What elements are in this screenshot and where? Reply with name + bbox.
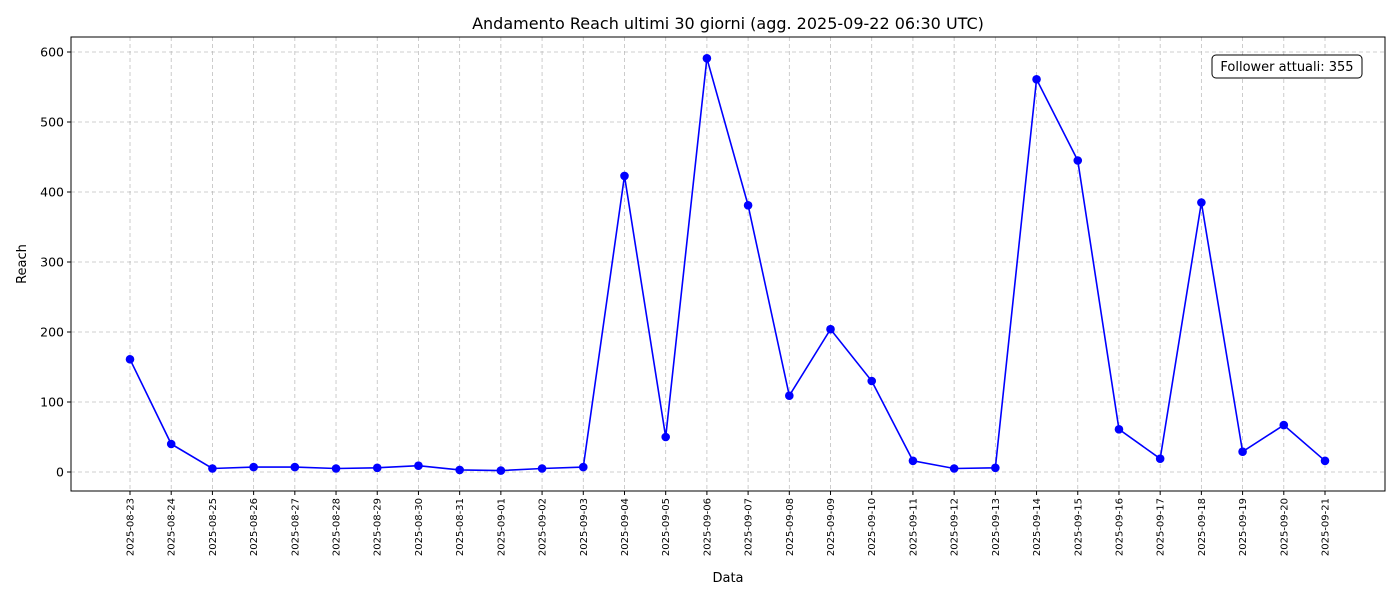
data-point <box>1073 156 1083 165</box>
x-tick-label: 2025-09-03 <box>579 498 590 556</box>
y-tick-label: 500 <box>40 115 64 130</box>
annotation-text: Follower attuali: 355 <box>1220 60 1353 75</box>
data-point <box>578 462 588 472</box>
data-point <box>1114 425 1124 434</box>
x-tick-label: 2025-08-24 <box>167 498 178 556</box>
x-tick-label: 2025-09-08 <box>785 498 796 556</box>
data-point <box>826 324 835 334</box>
data-point <box>414 461 423 471</box>
y-tick-label: 100 <box>40 395 64 410</box>
data-point <box>455 465 464 475</box>
data-point <box>949 464 959 473</box>
data-point <box>537 464 547 473</box>
data-point <box>661 432 670 442</box>
x-tick-label: 2025-09-13 <box>991 498 1002 556</box>
y-tick-label: 0 <box>56 465 64 480</box>
x-tick-label: 2025-09-14 <box>1032 498 1043 556</box>
y-tick-label: 200 <box>40 325 64 340</box>
x-tick-label: 2025-09-19 <box>1238 498 1249 556</box>
x-tick-label: 2025-09-16 <box>1114 498 1125 556</box>
x-axis: 2025-08-23 2025-08-24 2025-08-25 2025-08-26… <box>126 491 1332 556</box>
x-tick-label: 2025-09-01 <box>496 498 507 556</box>
x-tick-label: 2025-09-04 <box>620 498 631 556</box>
data-point <box>1238 447 1247 457</box>
x-tick-label: 2025-09-12 <box>950 498 961 556</box>
plot-frame <box>70 36 1386 492</box>
x-tick-label: 2025-09-11 <box>908 498 919 556</box>
annotation-box <box>1211 54 1363 79</box>
y-tick-label: 400 <box>40 185 64 200</box>
x-tick-label: 2025-09-06 <box>702 498 713 556</box>
data-point <box>249 462 258 472</box>
data-point <box>908 456 918 466</box>
x-tick-label: 2025-08-25 <box>208 498 219 556</box>
x-tick-label: 2025-09-21 <box>1321 498 1332 556</box>
x-tick-label: 2025-09-18 <box>1197 498 1208 556</box>
x-tick-label: 2025-08-27 <box>290 498 301 556</box>
x-tick-label: 2025-08-26 <box>249 498 260 556</box>
x-tick-label: 2025-09-20 <box>1279 498 1290 556</box>
data-point <box>1279 420 1289 430</box>
data-point <box>331 464 341 473</box>
y-tick-label: 600 <box>40 45 64 60</box>
data-point <box>290 462 300 472</box>
x-tick-label: 2025-08-30 <box>414 498 425 556</box>
series <box>125 54 1330 475</box>
y-axis-label: Reach <box>15 244 30 284</box>
x-tick-label: 2025-09-05 <box>661 498 672 556</box>
x-tick-label: 2025-08-23 <box>126 498 137 556</box>
data-point <box>1197 198 1206 207</box>
grid <box>71 37 1385 491</box>
data-point <box>867 376 877 386</box>
chart-title: Andamento Reach ultimi 30 giorni (agg. 2… <box>472 14 984 33</box>
y-axis: 0 100 200 300 400 500 600 <box>40 45 71 480</box>
x-tick-label: 2025-08-28 <box>332 498 343 556</box>
data-point <box>702 54 712 63</box>
x-tick-label: 2025-08-31 <box>455 498 466 556</box>
x-tick-label: 2025-09-10 <box>867 498 878 556</box>
y-tick-label: 300 <box>40 255 64 270</box>
data-point <box>372 463 382 473</box>
x-tick-label: 2025-09-09 <box>826 498 837 556</box>
data-point <box>125 355 135 364</box>
data-point <box>166 439 176 449</box>
series-line <box>129 58 1326 472</box>
x-axis-label: Data <box>712 571 743 586</box>
data-point <box>991 463 1000 473</box>
x-tick-label: 2025-08-29 <box>373 498 384 556</box>
data-point <box>743 201 753 210</box>
data-point <box>620 171 629 181</box>
x-tick-label: 2025-09-15 <box>1073 498 1084 556</box>
follower-annotation: Follower attuali: 355 <box>1211 54 1363 79</box>
data-point <box>1320 456 1330 466</box>
x-tick-label: 2025-09-17 <box>1156 498 1167 556</box>
data-point <box>785 391 794 401</box>
data-point <box>1155 454 1165 464</box>
data-point <box>1032 75 1041 84</box>
x-tick-label: 2025-09-07 <box>744 498 755 556</box>
x-tick-label: 2025-09-02 <box>538 498 549 556</box>
data-point <box>208 464 217 473</box>
data-point <box>496 466 506 475</box>
